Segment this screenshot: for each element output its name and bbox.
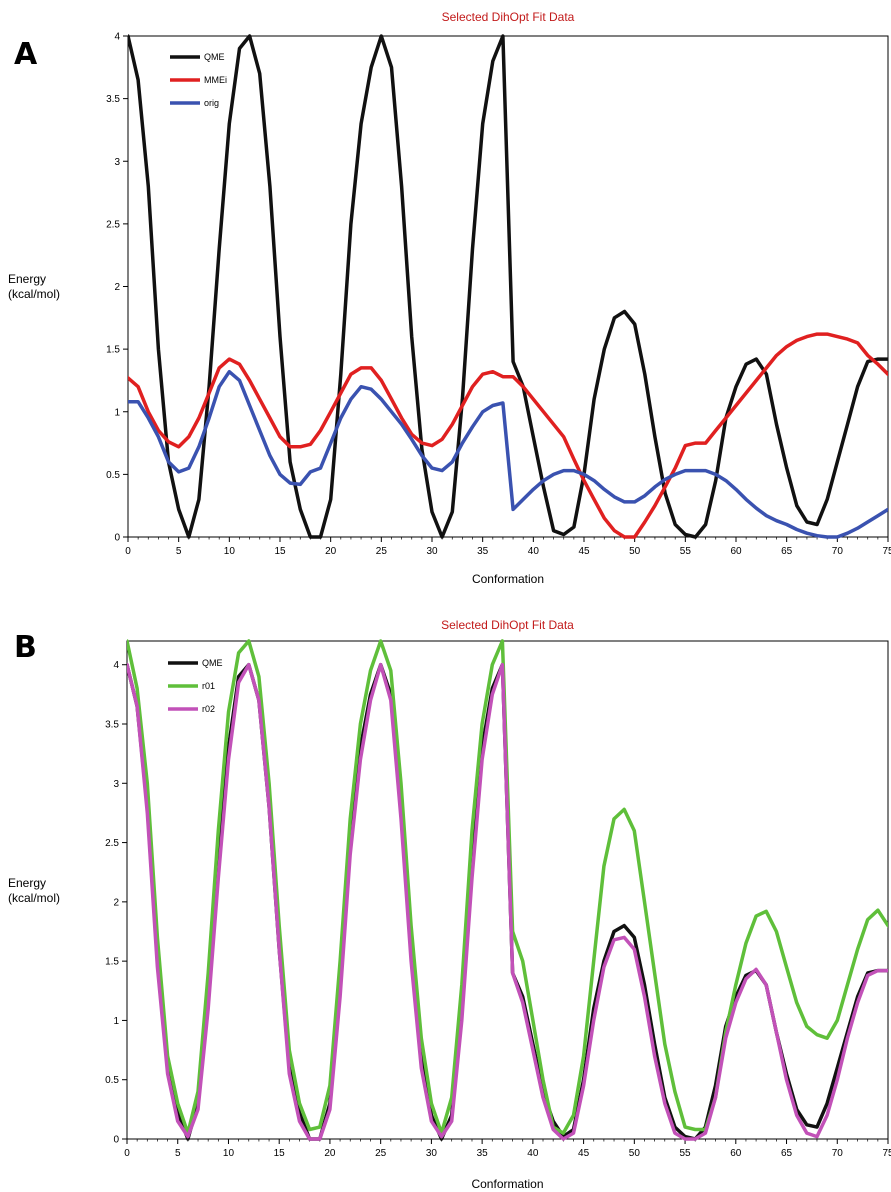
y-tick-label: 4 bbox=[114, 32, 120, 43]
x-tick-label: 10 bbox=[223, 1148, 235, 1159]
legend-label: r02 bbox=[202, 704, 215, 714]
legend-label: MMEi bbox=[204, 75, 227, 85]
y-tick-label: 3 bbox=[114, 157, 120, 168]
x-tick-label: 70 bbox=[832, 546, 844, 557]
x-tick-label: 35 bbox=[477, 1148, 489, 1159]
x-tick-label: 0 bbox=[124, 1148, 130, 1159]
y-tick-label: 2.5 bbox=[105, 838, 119, 849]
y-tick-label: 2 bbox=[113, 897, 119, 908]
x-tick-label: 40 bbox=[528, 546, 540, 557]
y-axis-label: Energy bbox=[8, 876, 46, 890]
y-tick-label: 1 bbox=[113, 1016, 119, 1027]
x-axis-label: Conformation bbox=[471, 1177, 543, 1191]
x-tick-label: 10 bbox=[224, 546, 236, 557]
panel-letter: B bbox=[14, 630, 37, 665]
y-tick-label: 1.5 bbox=[106, 345, 120, 356]
x-tick-label: 60 bbox=[730, 546, 742, 557]
series-line-r01 bbox=[127, 639, 888, 1135]
x-tick-label: 15 bbox=[274, 546, 286, 557]
y-tick-label: 1 bbox=[114, 407, 120, 418]
x-tick-label: 50 bbox=[629, 546, 641, 557]
chart-title: Selected DihOpt Fit Data bbox=[442, 10, 575, 24]
x-tick-label: 0 bbox=[125, 546, 131, 557]
x-tick-label: 35 bbox=[477, 546, 489, 557]
y-tick-label: 3.5 bbox=[106, 94, 120, 105]
x-tick-label: 55 bbox=[680, 1148, 692, 1159]
x-tick-label: 30 bbox=[426, 1148, 438, 1159]
series-line-qme bbox=[128, 34, 888, 539]
x-tick-label: 40 bbox=[527, 1148, 539, 1159]
x-tick-label: 5 bbox=[176, 546, 182, 557]
x-tick-label: 45 bbox=[578, 546, 590, 557]
x-tick-label: 25 bbox=[376, 546, 388, 557]
legend-label: r01 bbox=[202, 681, 215, 691]
x-tick-label: 20 bbox=[324, 1148, 336, 1159]
legend-label: QME bbox=[204, 52, 225, 62]
y-tick-label: 3.5 bbox=[105, 720, 119, 731]
series-line-qme bbox=[127, 662, 888, 1141]
series-line-orig bbox=[128, 369, 888, 539]
x-tick-label: 75 bbox=[882, 1148, 891, 1159]
x-tick-label: 45 bbox=[578, 1148, 590, 1159]
y-tick-label: 0.5 bbox=[105, 1075, 119, 1086]
panel-letter: A bbox=[14, 37, 38, 72]
y-tick-label: 2 bbox=[114, 282, 120, 293]
y-tick-label: 3 bbox=[113, 779, 119, 790]
y-axis-label: (kcal/mol) bbox=[8, 891, 60, 905]
x-tick-label: 75 bbox=[882, 546, 891, 557]
legend-label: QME bbox=[202, 658, 223, 668]
x-tick-label: 65 bbox=[781, 1148, 793, 1159]
y-tick-label: 0 bbox=[113, 1135, 119, 1146]
x-tick-label: 15 bbox=[274, 1148, 286, 1159]
y-tick-label: 0 bbox=[114, 533, 120, 544]
chart-title: Selected DihOpt Fit Data bbox=[441, 618, 574, 632]
legend-label: orig bbox=[204, 98, 219, 108]
x-tick-label: 70 bbox=[832, 1148, 844, 1159]
y-tick-label: 2.5 bbox=[106, 219, 120, 230]
x-tick-label: 55 bbox=[680, 546, 692, 557]
x-tick-label: 65 bbox=[781, 546, 793, 557]
series-line-r02 bbox=[127, 662, 888, 1141]
x-axis-label: Conformation bbox=[472, 572, 544, 586]
x-tick-label: 5 bbox=[175, 1148, 181, 1159]
y-tick-label: 1.5 bbox=[105, 957, 119, 968]
y-axis-label: Energy bbox=[8, 272, 46, 286]
x-tick-label: 25 bbox=[375, 1148, 387, 1159]
y-tick-label: 0.5 bbox=[106, 470, 120, 481]
y-tick-label: 4 bbox=[113, 660, 119, 671]
x-tick-label: 20 bbox=[325, 546, 337, 557]
series-line-mmei bbox=[128, 332, 888, 539]
x-tick-label: 50 bbox=[629, 1148, 641, 1159]
x-tick-label: 30 bbox=[426, 546, 438, 557]
plot-frame bbox=[126, 640, 889, 1140]
y-axis-label: (kcal/mol) bbox=[8, 287, 60, 301]
x-tick-label: 60 bbox=[730, 1148, 742, 1159]
